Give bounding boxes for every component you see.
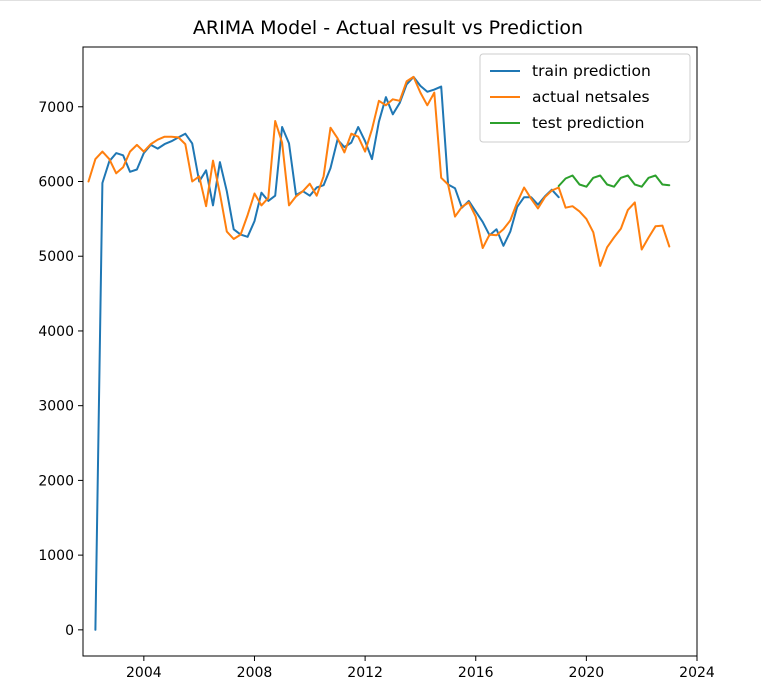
x-tick-label-3: 2016: [458, 665, 494, 681]
y-tick-label-1: 1000: [38, 548, 74, 564]
y-tick-label-6: 6000: [38, 175, 74, 191]
legend-label-0: train prediction: [532, 62, 651, 80]
y-tick-label-4: 4000: [38, 324, 74, 340]
chart-title: ARIMA Model - Actual result vs Predictio…: [193, 17, 583, 39]
y-tick-label-3: 3000: [38, 399, 74, 415]
x-tick-label-5: 2024: [679, 665, 715, 681]
y-tick-label-7: 7000: [38, 100, 74, 116]
legend-label-2: test prediction: [532, 114, 644, 132]
x-tick-label-4: 2020: [569, 665, 605, 681]
y-axis: 0 1000 2000 3000 4000 5000 6000 7000: [38, 100, 83, 639]
series-layer: [87, 75, 671, 631]
y-tick-label-0: 0: [65, 623, 74, 639]
x-tick-label-2: 2012: [347, 665, 383, 681]
y-tick-label-5: 5000: [38, 249, 74, 265]
top-border-line: [0, 0, 761, 1]
x-tick-label-1: 2008: [237, 665, 273, 681]
legend-box: [479, 53, 691, 143]
y-tick-label-2: 2000: [38, 473, 74, 489]
x-axis: 2004 2008 2012 2016 2020 2024: [126, 656, 715, 681]
legend: train prediction actual netsales test pred…: [479, 53, 691, 143]
series-line-2: [557, 174, 671, 188]
legend-label-1: actual netsales: [532, 88, 650, 106]
plot-frame: [82, 46, 698, 657]
x-tick-label-0: 2004: [126, 665, 162, 681]
series-line-1: [87, 75, 671, 267]
series-line-0: [94, 75, 560, 631]
